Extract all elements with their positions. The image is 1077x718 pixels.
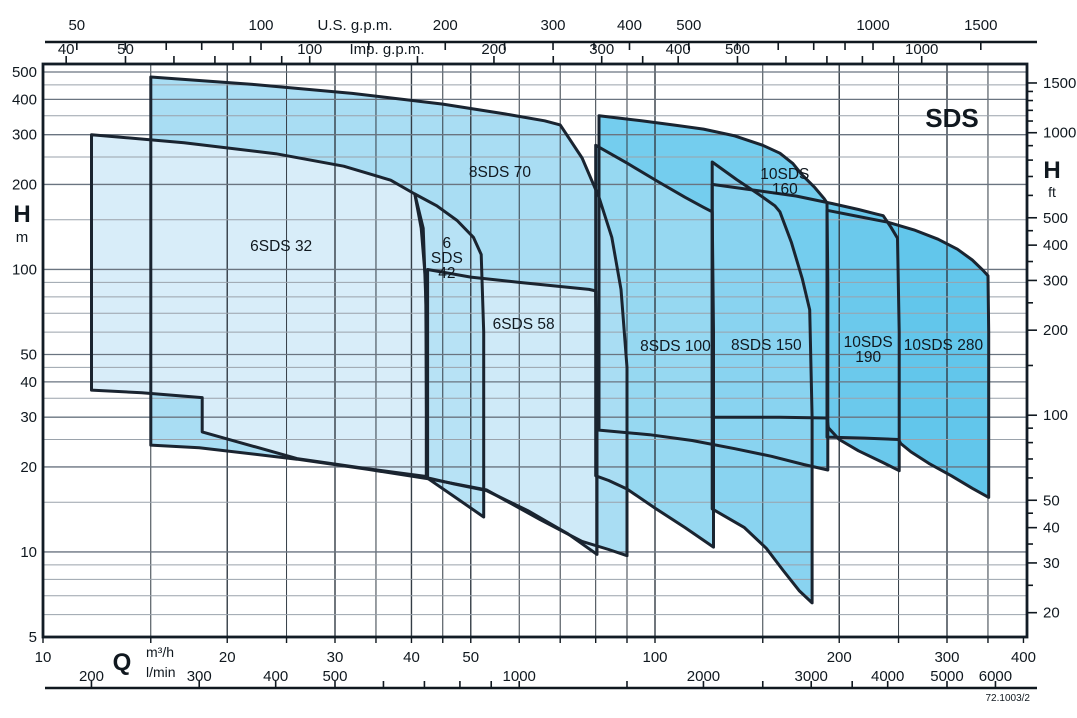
chart-series-title: SDS (925, 103, 978, 133)
h-m-axis-title: H (13, 201, 30, 228)
lmin-label-6000: 6000 (979, 668, 1012, 685)
imp-gpm-label-500: 500 (725, 41, 750, 58)
imp-gpm-label-100: 100 (297, 41, 322, 58)
envelope-label-10sds-190: 10SDS (844, 334, 893, 351)
h-m-label-300: 300 (12, 127, 37, 144)
h-m-label-100: 100 (12, 261, 37, 278)
q-m3h-label-20: 20 (219, 649, 236, 666)
envelope-label-10sds-160: 10SDS (760, 166, 809, 183)
envelope-outline-6sds-58 (426, 268, 599, 556)
imp-gpm-label-200: 200 (481, 41, 506, 58)
h-m-label-400: 400 (12, 91, 37, 108)
q-m3h-unit-label: m³/h (146, 644, 174, 660)
q-m3h-label-100: 100 (642, 649, 667, 666)
h-m-label-500: 500 (12, 64, 37, 81)
q-m3h-label-300: 300 (934, 649, 959, 666)
envelope-label-6sds-42: 6 (443, 235, 452, 252)
envelope-outline-8sds-150 (710, 160, 814, 605)
h-ft-label-300: 300 (1043, 272, 1068, 289)
imp-gpm-label-400: 400 (666, 41, 691, 58)
us-gpm-label-1500: 1500 (964, 17, 997, 34)
lmin-label-4000: 4000 (871, 668, 904, 685)
imp-gpm-axis-title: Imp. g.p.m. (349, 41, 424, 58)
envelope-fill-6sds-42 (414, 194, 484, 517)
us-gpm-label-1000: 1000 (856, 17, 889, 34)
us-gpm-label-100: 100 (249, 17, 274, 34)
h-m-label-10: 10 (20, 544, 37, 561)
envelope-label-6sds-42: SDS (431, 250, 463, 267)
h-ft-label-20: 20 (1043, 605, 1060, 622)
h-m-label-50: 50 (20, 347, 37, 364)
q-m3h-label-10: 10 (35, 649, 52, 666)
h-m-label-200: 200 (12, 176, 37, 193)
h-m-label-30: 30 (20, 409, 37, 426)
envelope-outline-8sds-100 (594, 143, 715, 549)
h-ft-label-100: 100 (1043, 407, 1068, 424)
h-m-label-5: 5 (29, 629, 37, 646)
lmin-label-300: 300 (187, 668, 212, 685)
q-m3h-label-40: 40 (403, 649, 420, 666)
h-ft-label-1000: 1000 (1043, 125, 1076, 142)
q-m3h-label-30: 30 (327, 649, 344, 666)
h-ft-axis-title: H (1043, 157, 1060, 184)
envelope-label-8sds-100: 8SDS 100 (640, 338, 711, 355)
lmin-label-5000: 5000 (930, 668, 963, 685)
envelope-label-6sds-32: 6SDS 32 (250, 238, 312, 255)
envelope-label-8sds-150: 8SDS 150 (731, 337, 802, 354)
envelope-label-8sds-70: 8SDS 70 (469, 164, 531, 181)
lmin-label-1000: 1000 (503, 668, 536, 685)
q-m3h-label-50: 50 (462, 649, 479, 666)
h-m-label-20: 20 (20, 459, 37, 476)
q-m3h-label-400: 400 (1011, 649, 1036, 666)
imp-gpm-label-300: 300 (589, 41, 614, 58)
lmin-label-200: 200 (79, 668, 104, 685)
q-m3h-label-200: 200 (827, 649, 852, 666)
lmin-label-500: 500 (322, 668, 347, 685)
envelope-outline-6sds-32 (90, 133, 428, 478)
h-ft-label-50: 50 (1043, 492, 1060, 509)
lmin-label-400: 400 (263, 668, 288, 685)
us-gpm-axis-title: U.S. g.p.m. (317, 17, 392, 34)
envelope-label-6sds-42: 42 (438, 265, 455, 282)
h-ft-label-40: 40 (1043, 520, 1060, 537)
plot-frame (41, 62, 1029, 639)
imp-gpm-label-40: 40 (58, 41, 75, 58)
envelope-label-6sds-58: 6SDS 58 (493, 316, 555, 333)
q-axis-title: Q (113, 649, 132, 676)
h-m-label-40: 40 (20, 374, 37, 391)
h-ft-label-1500: 1500 (1043, 75, 1076, 92)
lmin-label-3000: 3000 (795, 668, 828, 685)
h-ft-label-30: 30 (1043, 555, 1060, 572)
q-lmin-unit-label: l/min (146, 664, 176, 680)
h-ft-axis-unit: ft (1048, 184, 1056, 200)
envelope-label-10sds-190: 190 (855, 349, 881, 366)
envelope-outline-10sds-160 (597, 114, 830, 472)
us-gpm-label-500: 500 (676, 17, 701, 34)
h-m-axis-unit: m (16, 229, 29, 246)
us-gpm-label-200: 200 (433, 17, 458, 34)
us-gpm-label-300: 300 (541, 17, 566, 34)
lmin-label-2000: 2000 (687, 668, 720, 685)
h-ft-label-500: 500 (1043, 210, 1068, 227)
us-gpm-label-400: 400 (617, 17, 642, 34)
drawing-code: 72.1003/2 (986, 693, 1031, 704)
imp-gpm-label-1000: 1000 (905, 41, 938, 58)
us-gpm-label-50: 50 (68, 17, 85, 34)
h-ft-label-200: 200 (1043, 322, 1068, 339)
envelope-label-10sds-160: 160 (772, 181, 798, 198)
h-ft-label-400: 400 (1043, 237, 1068, 254)
imp-gpm-label-50: 50 (117, 41, 134, 58)
envelope-label-10sds-280: 10SDS 280 (904, 337, 984, 354)
